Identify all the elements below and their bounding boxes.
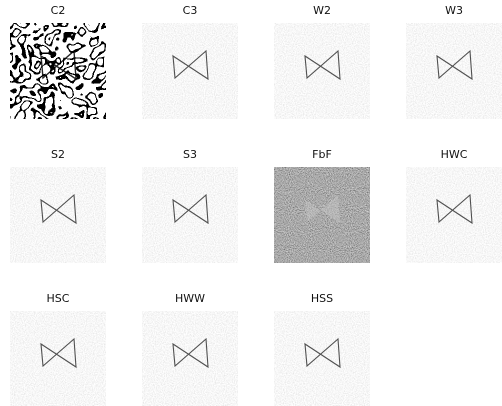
panel-image — [142, 311, 238, 406]
panel-label: W3 — [445, 4, 463, 17]
panel-image — [10, 311, 106, 406]
panel-label: W2 — [313, 4, 331, 17]
panel-image — [142, 167, 238, 263]
panel-label: HSS — [311, 292, 333, 305]
figure: C2 C3 W2 W3 S2 S3 FbF HWC HSC HWW HSS — [0, 0, 502, 406]
panel-image — [10, 23, 106, 119]
panel-label: S3 — [183, 148, 197, 161]
panel-image — [142, 23, 238, 119]
panel-label: HSC — [47, 292, 70, 305]
panel-image — [274, 23, 370, 119]
panel-label: C2 — [51, 4, 66, 17]
panel-label: S2 — [51, 148, 65, 161]
panel-label: C3 — [183, 4, 198, 17]
panel-image — [274, 167, 370, 263]
panel-image — [274, 311, 370, 406]
panel-image — [406, 23, 502, 119]
panel-image — [406, 167, 502, 263]
panel-label: HWW — [175, 292, 205, 305]
panel-image — [10, 167, 106, 263]
panel-label: HWC — [441, 148, 468, 161]
panel-label: FbF — [312, 148, 332, 161]
